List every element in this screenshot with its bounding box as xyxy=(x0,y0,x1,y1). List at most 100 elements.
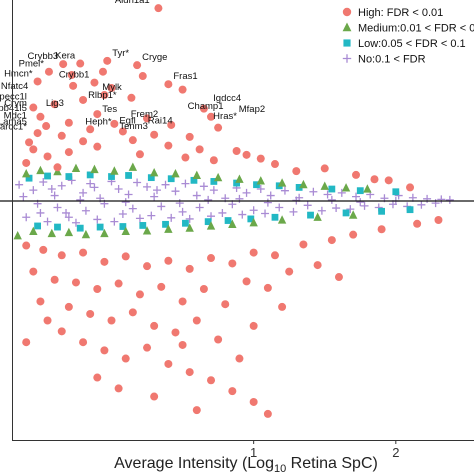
no-point xyxy=(346,205,355,214)
no-point xyxy=(147,211,156,220)
no-point xyxy=(238,210,247,219)
no-point xyxy=(337,188,346,197)
low-point xyxy=(190,176,198,184)
gene-label: Nfatc4 xyxy=(1,81,28,92)
high-point xyxy=(93,142,102,151)
gene-label: Lig3 xyxy=(46,98,64,109)
medium-point xyxy=(213,172,223,182)
legend-low-marker xyxy=(343,39,351,47)
high-point xyxy=(59,60,68,69)
medium-point xyxy=(206,221,216,230)
low-point xyxy=(54,223,61,231)
medium-point xyxy=(348,210,358,219)
high-point xyxy=(352,170,361,179)
medium-point xyxy=(249,217,258,227)
high-point xyxy=(110,119,119,128)
legend-medium-label: Medium:0.01 < FDR < 0.05 xyxy=(358,23,474,35)
legend-no-marker xyxy=(342,54,352,63)
high-point xyxy=(195,145,204,154)
medium-point xyxy=(171,169,180,178)
high-point xyxy=(79,137,88,146)
no-point xyxy=(62,208,71,217)
no-point xyxy=(64,213,73,222)
gene-label: Crym xyxy=(4,98,27,109)
no-point xyxy=(114,185,123,194)
low-point xyxy=(271,213,279,221)
legend: High: FDR < 0.01 Medium:0.01 < FDR < 0.05… xyxy=(336,2,474,70)
x-tick-label: 1 xyxy=(250,445,257,460)
medium-point xyxy=(185,223,194,232)
high-point xyxy=(334,273,343,282)
high-point xyxy=(377,225,386,234)
medium-point xyxy=(64,227,74,237)
medium-point xyxy=(36,165,45,175)
high-point xyxy=(69,81,78,90)
legend-background xyxy=(336,2,474,70)
high-point xyxy=(29,267,38,276)
no-point xyxy=(29,186,38,195)
high-point xyxy=(221,300,230,309)
gene-label: Mdc1 xyxy=(4,110,27,121)
gene-label: Cryge xyxy=(142,52,167,63)
low-point xyxy=(210,178,218,185)
medium-point xyxy=(277,215,287,224)
high-point xyxy=(42,122,51,131)
high-point xyxy=(76,59,85,68)
no-point xyxy=(50,191,59,200)
no-point xyxy=(76,195,85,204)
high-point xyxy=(406,183,415,192)
high-point xyxy=(157,282,166,291)
low-point xyxy=(139,222,147,229)
medium-point xyxy=(277,178,287,187)
high-point xyxy=(22,241,31,250)
no-point xyxy=(242,188,251,197)
high-point xyxy=(135,290,144,299)
high-point xyxy=(242,150,251,159)
no-point xyxy=(118,210,127,219)
no-point xyxy=(39,177,48,186)
low-point xyxy=(44,172,51,180)
high-point xyxy=(64,118,73,127)
low-point xyxy=(224,217,232,224)
gene-label: Champ1 xyxy=(188,101,224,112)
no-point xyxy=(266,191,275,200)
high-point xyxy=(64,148,73,157)
high-point xyxy=(33,129,42,138)
high-point xyxy=(185,132,194,141)
high-point xyxy=(93,284,102,293)
no-point xyxy=(209,186,218,195)
no-point xyxy=(218,208,227,217)
gene-label: Egfl xyxy=(119,116,135,127)
gene-label: Hmcn* xyxy=(4,68,33,79)
high-point xyxy=(263,283,272,292)
gene-label: Crybb1 xyxy=(59,70,90,81)
high-point xyxy=(93,110,102,119)
low-point xyxy=(356,187,364,195)
low-point xyxy=(108,173,115,180)
medium-point xyxy=(235,174,244,183)
low-point xyxy=(253,181,260,189)
high-point xyxy=(164,256,173,265)
high-point xyxy=(171,328,180,337)
high-point xyxy=(199,104,208,113)
low-point xyxy=(125,172,132,179)
no-point xyxy=(43,217,52,226)
no-point xyxy=(167,213,176,222)
high-point xyxy=(143,114,152,123)
no-point xyxy=(309,187,318,196)
high-point xyxy=(57,327,66,336)
high-point xyxy=(143,262,152,271)
high-point xyxy=(164,141,173,150)
no-point xyxy=(360,201,369,210)
high-point xyxy=(90,78,99,87)
no-point xyxy=(121,198,130,207)
legend-medium-marker xyxy=(342,22,352,32)
no-point xyxy=(90,183,99,192)
low-point xyxy=(406,206,414,214)
medium-point xyxy=(164,224,173,233)
high-point xyxy=(154,4,163,13)
no-point xyxy=(192,191,201,200)
no-point xyxy=(261,209,270,218)
high-point xyxy=(278,302,287,311)
